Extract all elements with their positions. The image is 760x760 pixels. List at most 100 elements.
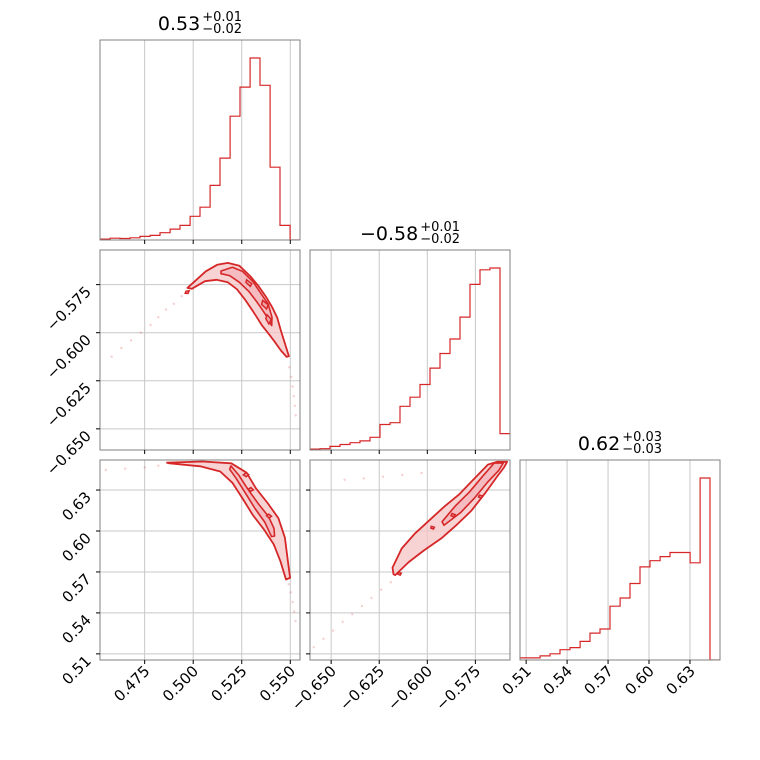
pair-3-point-12 (401, 473, 404, 477)
hist-1-title-lower: −0.02 (202, 22, 242, 37)
hist-3: 0.62 +0.03−0.03 (519, 430, 721, 664)
hist-2-title: −0.58 +0.01−0.02 (360, 220, 460, 247)
pair-1-plot-area (100, 250, 300, 450)
pair-3-point-1 (322, 637, 325, 640)
hist-1-title-upper: +0.01 (202, 10, 242, 25)
pair-1-point-0 (110, 355, 113, 358)
pair-2-contour-outer (166, 460, 291, 581)
xlabel-param2-2: −0.600 (384, 662, 436, 714)
pair-1-contour-core-3 (184, 289, 191, 295)
pair-1-point-6 (164, 308, 168, 311)
pair-1-point-11 (291, 385, 294, 388)
hist-1-plot-area (100, 40, 300, 240)
pair-3-point-8 (389, 581, 392, 584)
xlabel-param3-2: 0.57 (581, 662, 617, 698)
pair-3-point-5 (360, 604, 364, 608)
ylabel-param3-4: 0.63 (58, 488, 94, 524)
hist-2-title-upper: +0.01 (420, 220, 460, 235)
hist-3-frame (519, 459, 721, 661)
pair-3-contour-core-2 (477, 494, 484, 500)
pair-2-point-7 (293, 610, 296, 613)
pair-3-point-0 (312, 646, 315, 649)
xlabel-param3-3: 0.60 (621, 662, 657, 698)
pair-3-frame (309, 459, 511, 661)
hist-3-title-median: 0.62 (578, 433, 620, 455)
pair-2-point-3 (157, 464, 160, 467)
pair-1-contour-core-1 (260, 299, 270, 311)
pair-2 (96, 459, 301, 664)
pair-1-frame (99, 249, 301, 451)
pair-1-point-7 (172, 302, 175, 305)
hist-2-plot-area (310, 250, 510, 450)
hist-1-title: 0.53 +0.01−0.02 (158, 10, 242, 37)
hist-3-title-lower: −0.03 (622, 442, 662, 457)
pair-1-point-1 (120, 346, 123, 350)
pair-3-point-13 (420, 471, 423, 475)
hist-2-steps (310, 267, 510, 450)
hist-2-title-lower: −0.02 (420, 232, 460, 247)
hist-3-steps (520, 477, 720, 660)
pair-2-point-5 (289, 591, 292, 594)
pair-1-point-12 (292, 395, 295, 398)
hist-2-title-median: −0.58 (360, 223, 418, 245)
pair-3-point-9 (343, 478, 346, 481)
hist-2: −0.58 +0.01−0.02 (309, 220, 511, 454)
pair-1-point-5 (157, 316, 160, 319)
hist-3-title: 0.62 +0.03−0.03 (578, 430, 662, 457)
xlabel-param1-0: 0.475 (110, 662, 153, 705)
pair-3-point-11 (381, 475, 385, 478)
xlabel-param2-1: −0.625 (336, 662, 388, 714)
pair-3 (306, 459, 511, 664)
xlabel-param3-4: 0.63 (662, 662, 698, 698)
hist-1: 0.53 +0.01−0.02 (99, 10, 301, 244)
ylabel-param2-0: −0.650 (43, 427, 95, 479)
hist-1-steps (100, 57, 300, 240)
pair-3-point-4 (351, 613, 354, 616)
ylabel-param3-1: 0.54 (58, 611, 94, 647)
hist-2-frame (309, 249, 511, 451)
pair-3-point-7 (380, 588, 383, 591)
ylabel-param2-1: −0.625 (43, 379, 95, 431)
xlabel-param1-2: 0.525 (207, 662, 250, 705)
pair-2-contour-inner (228, 465, 276, 538)
pair-2-point-1 (124, 467, 127, 470)
xlabel-param3-1: 0.54 (540, 662, 576, 698)
pair-3-contour-core-3 (396, 571, 403, 577)
ylabel-param3-0: 0.51 (58, 652, 94, 688)
hist-1-frame (99, 39, 301, 241)
pair-3-point-2 (331, 629, 335, 632)
pair-2-point-2 (143, 466, 146, 469)
hist-3-title-upper: +0.03 (622, 430, 662, 445)
pair-2-contour-core-1 (265, 513, 273, 519)
pair-2-point-6 (291, 600, 294, 604)
pair-1-contour-core-0 (245, 278, 253, 288)
pair-1-point-4 (149, 323, 152, 327)
pair-1-contour-core-2 (264, 313, 273, 326)
pair-1-point-14 (294, 414, 297, 417)
xlabel-param2-0: −0.650 (288, 662, 340, 714)
xlabel-param2-3: −0.575 (432, 662, 484, 714)
pair-1-point-8 (180, 295, 183, 298)
pair-2-contour-core-2 (241, 471, 250, 478)
pair-2-point-8 (294, 619, 297, 623)
pair-2-point-0 (104, 468, 108, 472)
ylabel-param3-3: 0.60 (58, 529, 94, 565)
ylabel-param3-2: 0.57 (58, 570, 94, 606)
pair-2-point-4 (287, 583, 290, 586)
pair-1-point-9 (288, 366, 291, 369)
xlabel-param1-1: 0.500 (159, 662, 202, 705)
pair-1-point-2 (129, 339, 133, 342)
pair-3-point-6 (370, 596, 373, 600)
pair-3-contour-inner (441, 462, 505, 527)
ylabel-param2-2: −0.600 (43, 331, 95, 383)
pair-3-point-3 (341, 620, 344, 623)
pair-2-contour-core-0 (246, 486, 255, 493)
hist-3-plot-area (520, 460, 720, 660)
pair-1-point-10 (290, 375, 293, 379)
pair-3-contour-core-0 (429, 525, 436, 531)
pair-2-plot-area (100, 460, 300, 660)
pair-3-plot-area (310, 460, 510, 660)
xlabel-param3-0: 0.51 (499, 662, 535, 698)
pair-1-point-13 (293, 404, 296, 407)
